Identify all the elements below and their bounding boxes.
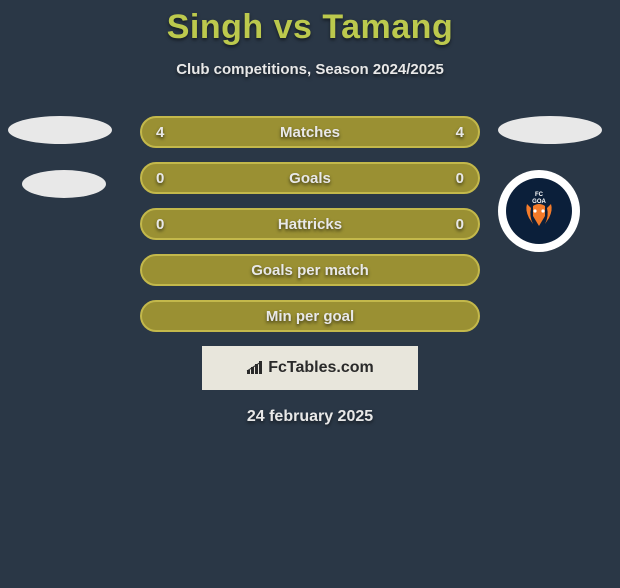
stat-row: 0 Hattricks 0 xyxy=(140,208,480,240)
subtitle: Club competitions, Season 2024/2025 xyxy=(0,61,620,78)
left-player-badges xyxy=(8,116,112,224)
comparison-panel: FC GOA 4 Matches 4 0 Goals 0 0 Hat xyxy=(0,116,620,426)
stat-row: 0 Goals 0 xyxy=(140,162,480,194)
stat-right-value: 0 xyxy=(456,216,464,233)
stat-label: Min per goal xyxy=(266,308,354,325)
right-badge-1 xyxy=(498,116,602,144)
left-badge-2 xyxy=(22,170,106,198)
stat-label: Goals xyxy=(289,170,331,187)
stat-label: Matches xyxy=(280,124,340,141)
stat-label: Hattricks xyxy=(278,216,342,233)
svg-text:FC: FC xyxy=(535,192,544,198)
stat-left-value: 0 xyxy=(156,170,164,187)
watermark: FcTables.com xyxy=(202,346,418,390)
page-title: Singh vs Tamang xyxy=(0,8,620,47)
date-label: 24 february 2025 xyxy=(0,408,620,426)
club-logo-inner: FC GOA xyxy=(506,178,572,244)
stat-rows: 4 Matches 4 0 Goals 0 0 Hattricks 0 Goal… xyxy=(140,116,480,332)
left-badge-1 xyxy=(8,116,112,144)
bars-icon xyxy=(246,361,264,375)
goa-mark-icon: FC GOA xyxy=(519,186,559,230)
stat-left-value: 4 xyxy=(156,124,164,141)
stat-row: Min per goal xyxy=(140,300,480,332)
club-logo: FC GOA xyxy=(498,170,580,252)
right-player-badges: FC GOA xyxy=(498,116,602,252)
stat-label: Goals per match xyxy=(251,262,369,279)
stat-right-value: 0 xyxy=(456,170,464,187)
stat-left-value: 0 xyxy=(156,216,164,233)
watermark-text: FcTables.com xyxy=(268,359,374,377)
stat-row: Goals per match xyxy=(140,254,480,286)
stat-right-value: 4 xyxy=(456,124,464,141)
stat-row: 4 Matches 4 xyxy=(140,116,480,148)
